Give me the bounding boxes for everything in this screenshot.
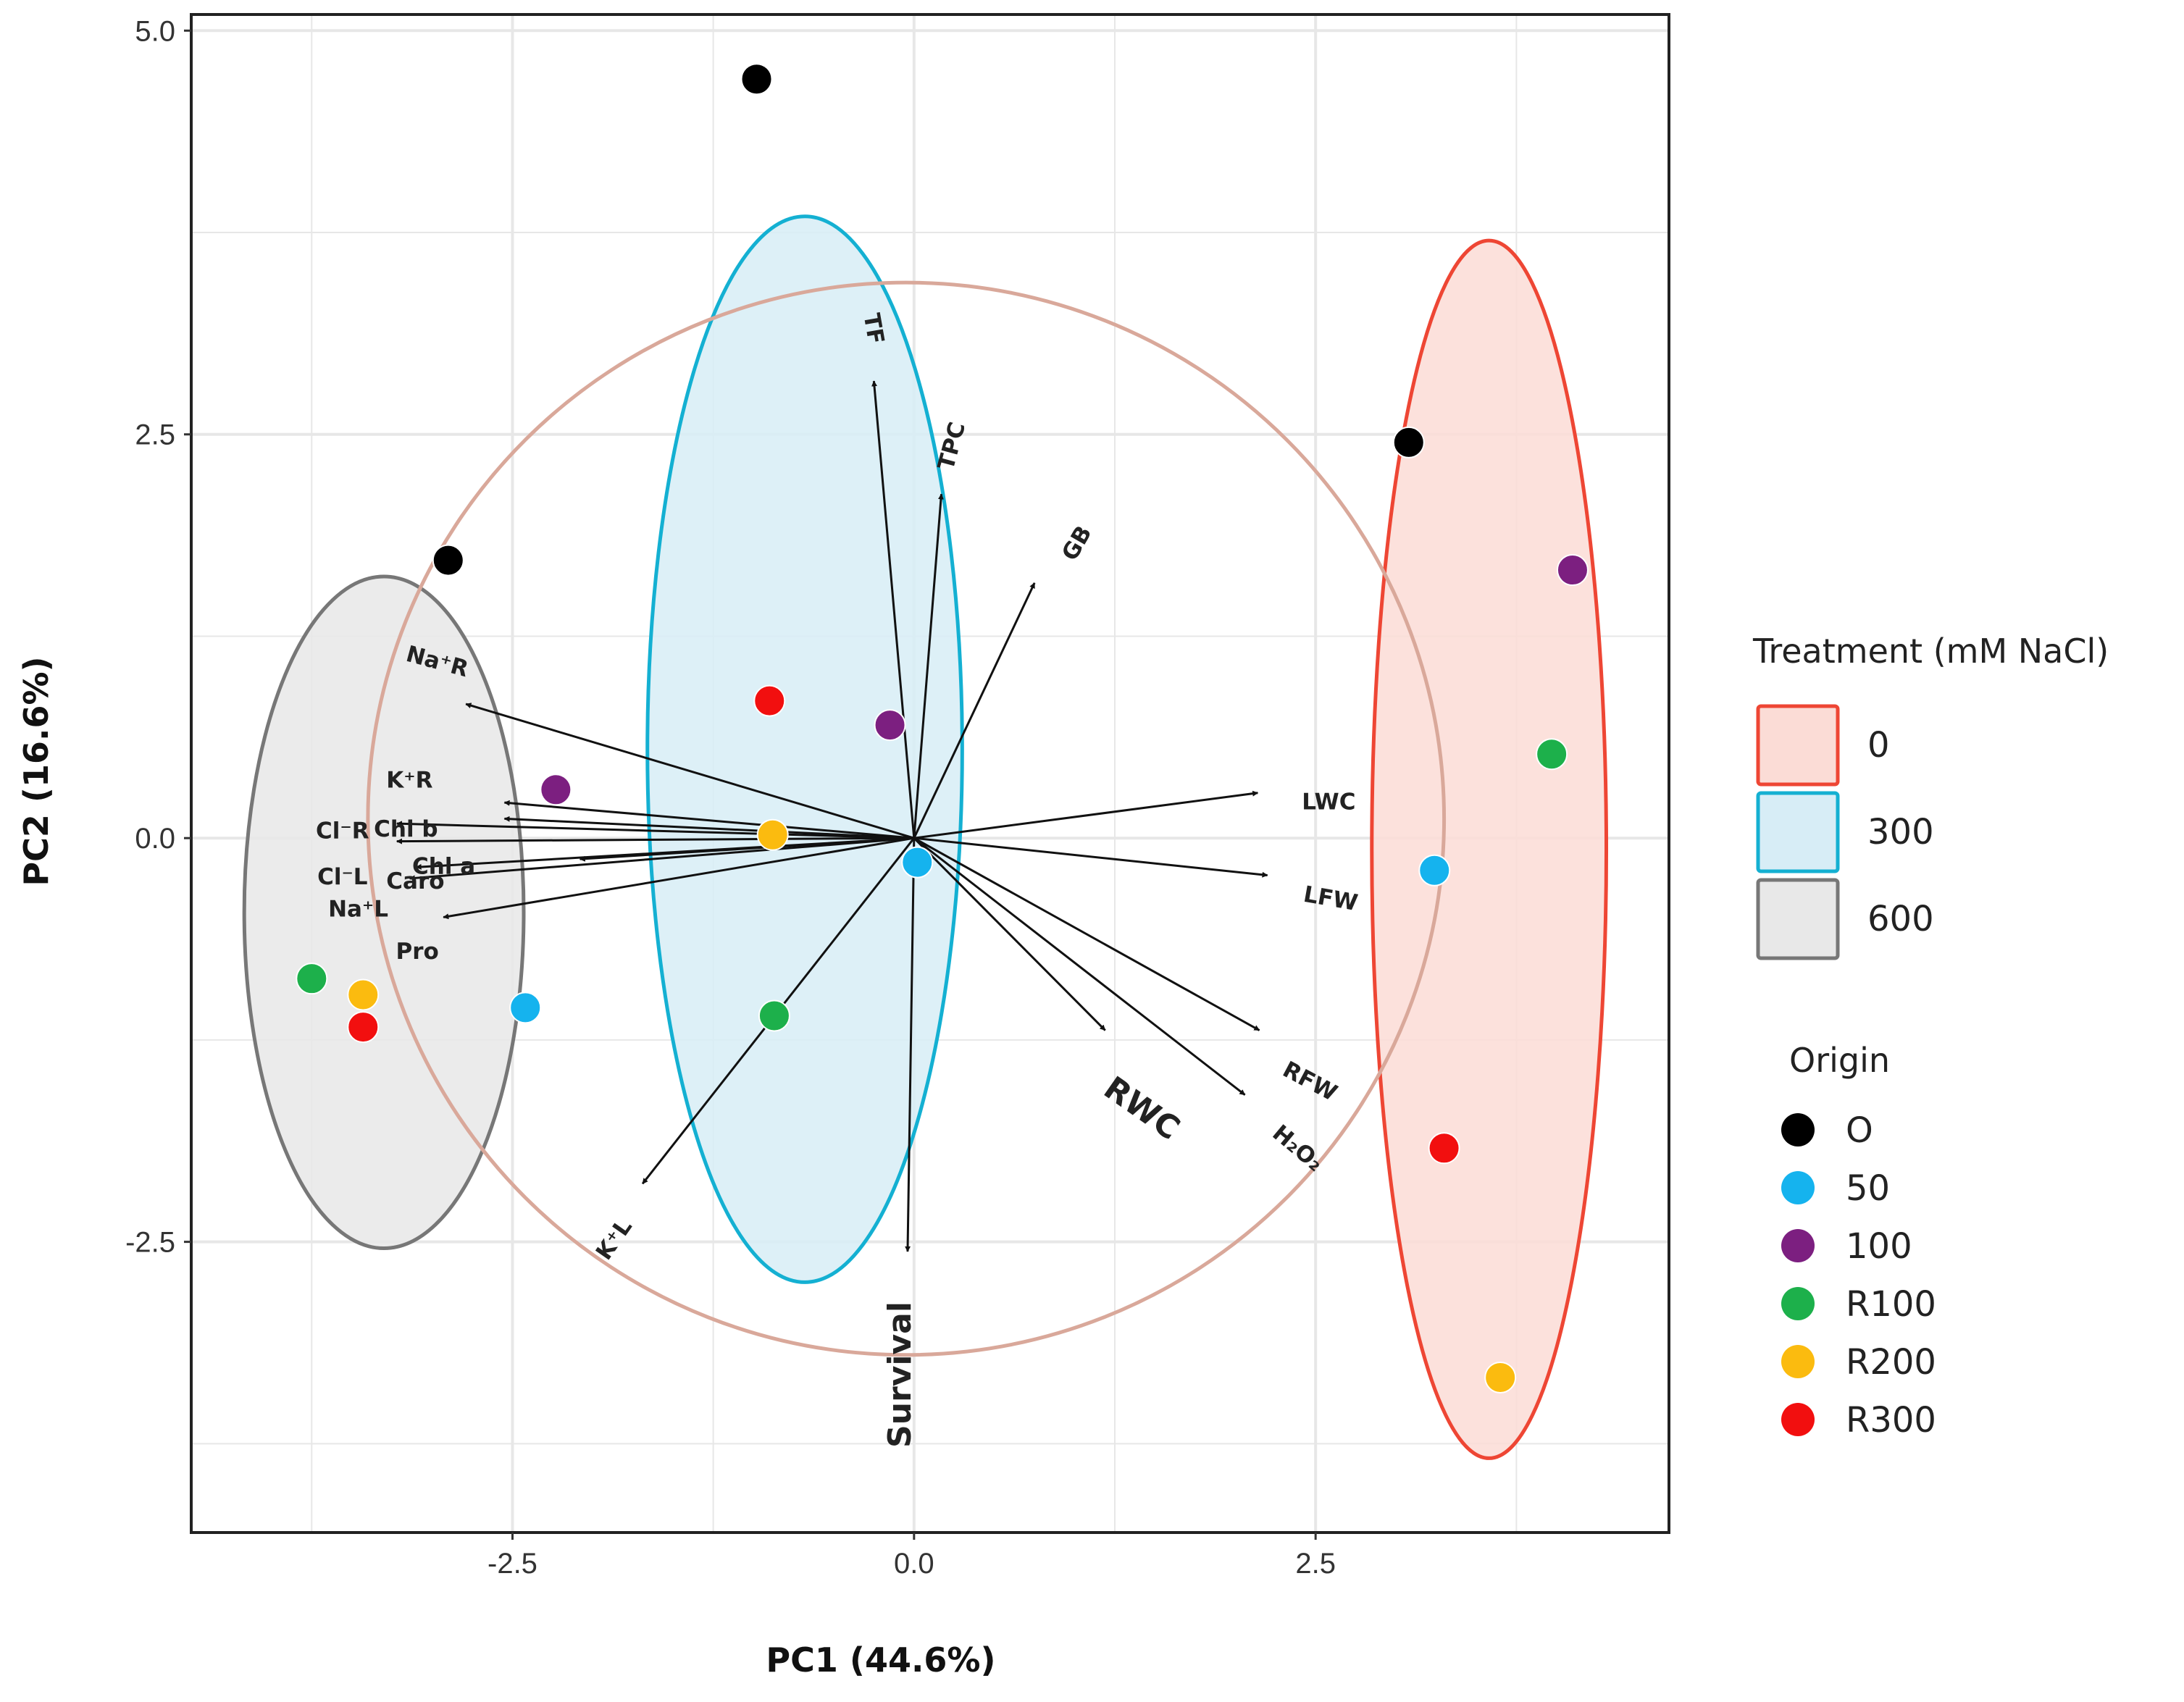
loading-arrow-lfw [913, 837, 1268, 878]
x-tick-label: 2.5 [1295, 1548, 1336, 1580]
y-tick-label: 0.0 [135, 823, 175, 855]
loading-label-cl-r: Cl⁻R [316, 818, 369, 844]
loading-label-chl-a: Chl a [412, 854, 475, 880]
loading-arrow-caro [415, 837, 914, 870]
legend-treatment-label-600: 600 [1867, 899, 1934, 939]
point-origin-r100 [758, 999, 790, 1032]
loading-arrow-cl-r [396, 821, 914, 839]
axes: PC1 (44.6%) PC2 (16.6%) -2.5 0.0 2.5 -2.5 0.… [17, 15, 1336, 1680]
treatment-ellipse-600 [242, 574, 526, 1251]
legend-treatment-title: Treatment (mM NaCl) [1752, 632, 2109, 671]
loading-label-tpc: TPC [933, 419, 971, 473]
loading-label-lfw: LFW [1302, 881, 1360, 916]
legend-origin-label-50: 50 [1846, 1168, 1890, 1209]
loading-label-h-o: H₂O₂ [1268, 1120, 1329, 1177]
loading-arrow-lwc [913, 790, 1259, 839]
point-origin-o [432, 544, 464, 577]
point-origin-o [740, 63, 773, 96]
y-tick-label: 5.0 [135, 15, 175, 47]
legend-origin-dot-r300 [1781, 1403, 1815, 1436]
loading-label-chl-b: Chl b [374, 816, 438, 842]
legend: Treatment (mM NaCl) Origin 0 300 600 O 50 100… [1752, 632, 2109, 1441]
point-origin-r300 [753, 684, 786, 717]
legend-origin-dot-r200 [1781, 1345, 1815, 1378]
point-origin-r200 [347, 978, 380, 1011]
loading-arrows [396, 380, 1268, 1252]
loading-arrow-na-r [465, 703, 915, 839]
legend-origin-label-r200: R200 [1846, 1342, 1936, 1383]
legend-origin-label-100: 100 [1846, 1226, 1912, 1267]
loading-label-na-l: Na⁺L [328, 896, 388, 922]
legend-origin-label-r300: R300 [1846, 1400, 1936, 1441]
y-tick-label: 2.5 [135, 419, 175, 451]
point-origin-r300 [1428, 1132, 1460, 1165]
point-origin-r300 [347, 1011, 380, 1044]
loading-arrow-pro [443, 837, 915, 920]
point-origin-100 [1556, 554, 1589, 587]
loading-arrow-gb [913, 582, 1036, 839]
loading-arrow-rwc [913, 837, 1106, 1031]
legend-origin-dot-50 [1781, 1171, 1815, 1204]
loading-arrow-h-o [913, 837, 1246, 1096]
x-tick-label: -2.5 [488, 1548, 537, 1580]
loading-label-caro: Caro [386, 868, 444, 894]
point-origin-r200 [756, 818, 789, 851]
loading-arrow-tf [871, 380, 916, 839]
point-origin-r100 [1536, 738, 1568, 771]
legend-origin-dot-o [1781, 1113, 1815, 1146]
legend-treatment-label-0: 0 [1867, 725, 1890, 766]
point-origin-50 [901, 846, 934, 879]
point-origin-r200 [1484, 1361, 1517, 1393]
sample-points [296, 63, 1589, 1393]
treatment-ellipse-0 [1370, 238, 1609, 1460]
point-origin-100 [540, 774, 572, 806]
loading-arrow-chl-b [503, 816, 914, 839]
legend-origin-label-o: O [1846, 1110, 1873, 1151]
plot-panel-border [190, 13, 1670, 1534]
loading-arrow-na-l [409, 837, 914, 881]
legend-treatment-swatch-0 [1756, 704, 1840, 787]
loading-arrow-tpc [913, 493, 944, 839]
legend-origin-dot-100 [1781, 1229, 1815, 1262]
loading-arrow-survival [905, 838, 916, 1252]
point-origin-50 [509, 992, 542, 1024]
loading-label-gb: GB [1057, 521, 1097, 566]
loading-label-rwc: RWC [1097, 1070, 1187, 1148]
point-origin-100 [874, 709, 906, 742]
point-origin-o [1392, 426, 1425, 458]
treatment-ellipse-300 [645, 214, 964, 1284]
loading-arrow-cl-l [396, 837, 914, 844]
legend-treatment-swatch-600 [1756, 878, 1840, 960]
point-origin-50 [1418, 854, 1451, 886]
legend-treatment-label-300: 300 [1867, 812, 1934, 852]
loading-label-survival: Survival [882, 1301, 919, 1448]
loading-label-cl-l: Cl⁻L [317, 864, 368, 890]
loading-label-tf: TF [858, 311, 889, 346]
loading-label-pro: Pro [396, 939, 438, 965]
point-origin-r100 [296, 963, 328, 995]
x-axis-title: PC1 (44.6%) [766, 1640, 995, 1680]
legend-origin-title: Origin [1789, 1041, 1890, 1080]
correlation-circle [366, 280, 1447, 1357]
loading-arrow-k-r [503, 800, 914, 839]
correlation-circle-layer [366, 280, 1447, 1357]
loading-label-rfw: RFW [1279, 1057, 1342, 1107]
x-tick-label: 0.0 [894, 1548, 934, 1580]
legend-origin-dot-r100 [1781, 1287, 1815, 1320]
loading-label-k-r: K⁺R [386, 768, 432, 794]
loading-label-lwc: LWC [1302, 789, 1355, 815]
legend-origin-label-r100: R100 [1846, 1284, 1936, 1325]
loading-arrow-rfw [913, 837, 1260, 1031]
y-axis-title: PC2 (16.6%) [17, 656, 56, 886]
y-tick-label: -2.5 [125, 1227, 175, 1259]
legend-treatment-swatch-300 [1756, 791, 1840, 873]
